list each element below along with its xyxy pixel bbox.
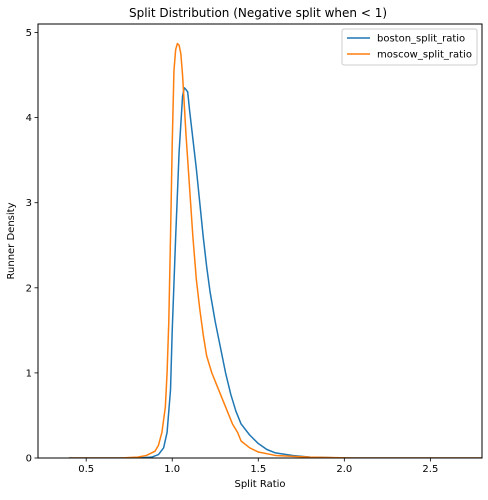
series-line-moscow bbox=[68, 42, 482, 458]
legend-label-moscow: moscow_split_ratio bbox=[377, 50, 472, 61]
legend: boston_split_ratio moscow_split_ratio bbox=[341, 28, 478, 66]
x-tick-label: 1.5 bbox=[250, 464, 266, 475]
x-axis: 0.5 1.0 1.5 2.0 2.5 bbox=[78, 458, 438, 475]
y-tick-label: 5 bbox=[26, 28, 32, 39]
y-axis: 0 1 2 3 4 5 bbox=[26, 28, 38, 465]
y-tick-label: 4 bbox=[26, 113, 32, 124]
y-tick-label: 0 bbox=[26, 454, 32, 465]
x-tick-label: 2.5 bbox=[422, 464, 438, 475]
series-line-boston bbox=[68, 87, 482, 458]
y-tick-label: 2 bbox=[26, 283, 32, 294]
y-axis-label: Runner Density bbox=[6, 202, 17, 279]
plot-frame bbox=[37, 23, 483, 459]
x-tick-label: 1.0 bbox=[164, 464, 180, 475]
legend-box bbox=[341, 28, 478, 66]
legend-label-boston: boston_split_ratio bbox=[377, 34, 465, 45]
x-axis-label: Split Ratio bbox=[234, 479, 285, 490]
chart-title: Split Distribution (Negative split when … bbox=[129, 6, 387, 20]
series-layer bbox=[68, 42, 482, 458]
x-tick-label: 0.5 bbox=[78, 464, 94, 475]
x-tick-label: 2.0 bbox=[336, 464, 352, 475]
y-tick-label: 1 bbox=[26, 368, 32, 379]
y-tick-label: 3 bbox=[26, 198, 32, 209]
